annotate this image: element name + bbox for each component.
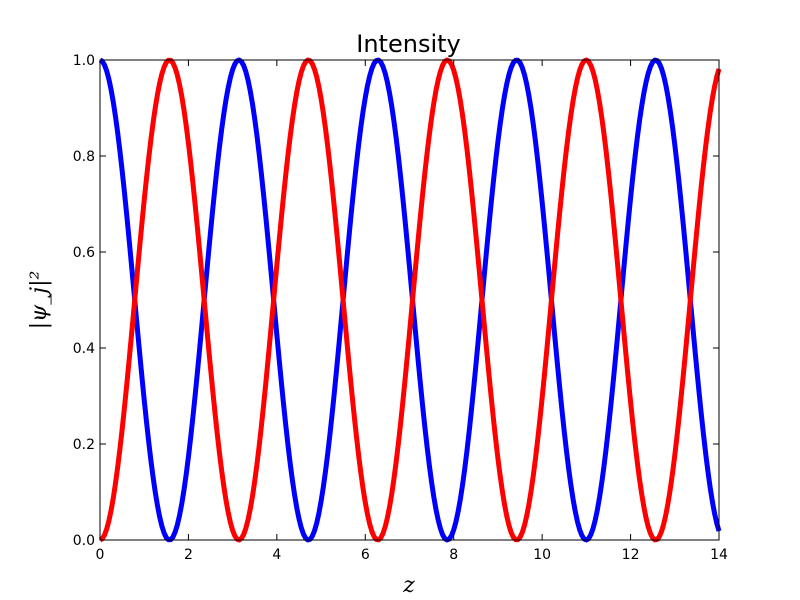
y-tick-label: 0.2 xyxy=(73,437,95,453)
plot-area xyxy=(98,57,722,543)
series-line-1 xyxy=(98,57,722,543)
y-tick-label: 0.4 xyxy=(73,341,95,357)
x-tick-label: 14 xyxy=(710,547,728,563)
y-axis-label-text: |ψ_j|² xyxy=(27,271,52,330)
x-tick-label: 2 xyxy=(184,547,193,563)
x-tick-label: 12 xyxy=(622,547,640,563)
y-tick-label: 1.0 xyxy=(73,53,95,69)
x-tick-label: 8 xyxy=(449,547,458,563)
y-axis: 0.0 0.2 0.4 0.6 0.8 1.0 xyxy=(73,53,719,549)
y-tick-label: 0.6 xyxy=(73,245,95,261)
y-tick-label: 0.0 xyxy=(73,533,95,549)
x-tick-label: 4 xyxy=(272,547,281,563)
plot-background xyxy=(100,60,719,540)
chart-title: Intensity xyxy=(356,30,460,58)
x-axis: 0 2 4 6 8 10 12 14 xyxy=(96,60,728,563)
y-axis-label: |ψ_j|² xyxy=(27,271,52,330)
x-tick-label: 0 xyxy=(96,547,105,563)
y-tick-label: 0.8 xyxy=(73,149,95,165)
plot-frame xyxy=(99,59,720,541)
x-tick-label: 6 xyxy=(361,547,370,563)
series-group xyxy=(98,57,722,543)
x-axis-label: z xyxy=(402,573,415,598)
x-tick-label: 10 xyxy=(533,547,551,563)
